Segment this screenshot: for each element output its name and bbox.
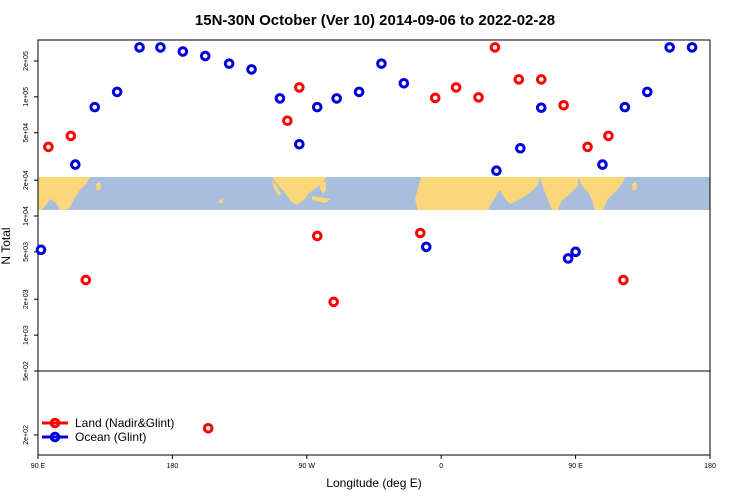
ocean-point — [294, 138, 305, 150]
y-tick-label: 5e+03 — [23, 242, 30, 262]
ocean-point — [331, 93, 342, 104]
ocean-point — [89, 101, 101, 113]
ocean-point — [134, 42, 145, 53]
y-tick-label: 2e+02 — [23, 425, 30, 445]
x-tick-label: 180 — [704, 463, 716, 470]
legend-marker-ocean — [49, 431, 61, 443]
land-point — [282, 115, 293, 127]
ocean-point — [515, 142, 526, 154]
ocean-point — [597, 159, 608, 170]
land-point — [535, 74, 547, 85]
ocean-point — [199, 50, 211, 62]
y-tick-label: 1e+04 — [23, 206, 30, 226]
y-tick-label: 5e+02 — [23, 361, 30, 381]
x-tick-label: 0 — [439, 463, 443, 470]
land-point — [473, 92, 484, 103]
land-point — [414, 227, 426, 239]
y-axis-lower-ticks: 2e+02 5e+02 — [23, 361, 38, 445]
y-tick-label: 2e+05 — [23, 51, 30, 71]
x-tick-label: 90 E — [31, 463, 46, 470]
y-axis-upper-ticks: 1e+03 2e+03 5e+03 1e+04 2e+04 5e+04 1e+05 2e+05 — [23, 51, 38, 345]
map-band — [38, 177, 710, 210]
ocean-point — [177, 46, 189, 57]
x-tick-label: 90 W — [299, 463, 316, 470]
y-tick-label: 2e+04 — [23, 170, 30, 190]
land-point — [80, 274, 92, 286]
map-land-taiwan-repeat — [632, 182, 637, 191]
series-land — [43, 42, 629, 434]
legend: Land (Nadir&Glint) Ocean (Glint) — [42, 416, 174, 444]
land-point — [311, 230, 323, 242]
ocean-point — [420, 241, 432, 253]
map-land-africa — [415, 177, 500, 210]
ocean-point — [664, 42, 675, 53]
land-point — [450, 82, 462, 93]
ocean-point — [35, 244, 47, 256]
legend-label-ocean: Ocean (Glint) — [75, 430, 146, 444]
map-land-asia — [38, 177, 90, 210]
x-tick-label: 90 E — [568, 463, 583, 470]
land-point — [558, 99, 569, 111]
ocean-point — [570, 246, 581, 258]
chart-title: 15N-30N October (Ver 10) 2014-09-06 to 2… — [195, 12, 555, 29]
legend-marker-land — [49, 417, 61, 429]
series-ocean — [35, 42, 698, 264]
map-land-baja — [272, 180, 281, 196]
land-point — [43, 141, 54, 153]
land-point — [429, 92, 441, 104]
map-land-india — [540, 177, 578, 210]
ocean-point — [641, 86, 653, 98]
ocean-point — [398, 77, 410, 89]
map-land-taiwan — [96, 182, 101, 191]
y-tick-label: 1e+05 — [23, 87, 30, 107]
map-land-arabia — [500, 177, 540, 204]
map-land-north-america — [272, 177, 326, 205]
y-tick-label: 2e+03 — [23, 289, 30, 309]
map-land-cuba — [312, 196, 330, 203]
y-tick-label: 5e+04 — [23, 123, 30, 143]
ocean-point — [274, 93, 286, 104]
ocean-point — [155, 42, 166, 53]
legend-label-land: Land (Nadir&Glint) — [75, 416, 174, 430]
ocean-point — [376, 58, 387, 69]
ocean-point — [535, 102, 547, 114]
ocean-point — [223, 58, 235, 69]
x-axis-ticks: 90 E 180 90 W 0 90 E 180 — [31, 455, 716, 470]
land-point — [328, 296, 339, 308]
x-axis-label: Longitude (deg E) — [326, 476, 421, 490]
land-point — [603, 130, 614, 142]
land-point — [202, 422, 214, 434]
map-land-florida — [320, 182, 326, 194]
ocean-point — [353, 86, 365, 98]
land-point — [618, 274, 629, 286]
ocean-point — [686, 42, 698, 53]
x-tick-label: 180 — [167, 463, 179, 470]
map-land-hawaii — [219, 199, 223, 203]
ocean-point — [111, 86, 123, 98]
ocean-point — [491, 165, 502, 176]
ocean-point — [562, 253, 574, 264]
ocean-point — [311, 101, 323, 113]
land-point — [65, 130, 77, 142]
land-point — [513, 74, 525, 85]
y-axis-label: N Total — [0, 227, 13, 264]
y-tick-label: 1e+03 — [23, 325, 30, 345]
map-land-southeast-asia — [578, 177, 625, 210]
land-point — [489, 42, 501, 53]
ocean-point — [619, 101, 631, 113]
ocean-point — [246, 64, 257, 75]
land-point — [294, 82, 305, 93]
ocean-point — [70, 159, 81, 170]
land-point — [582, 141, 593, 153]
